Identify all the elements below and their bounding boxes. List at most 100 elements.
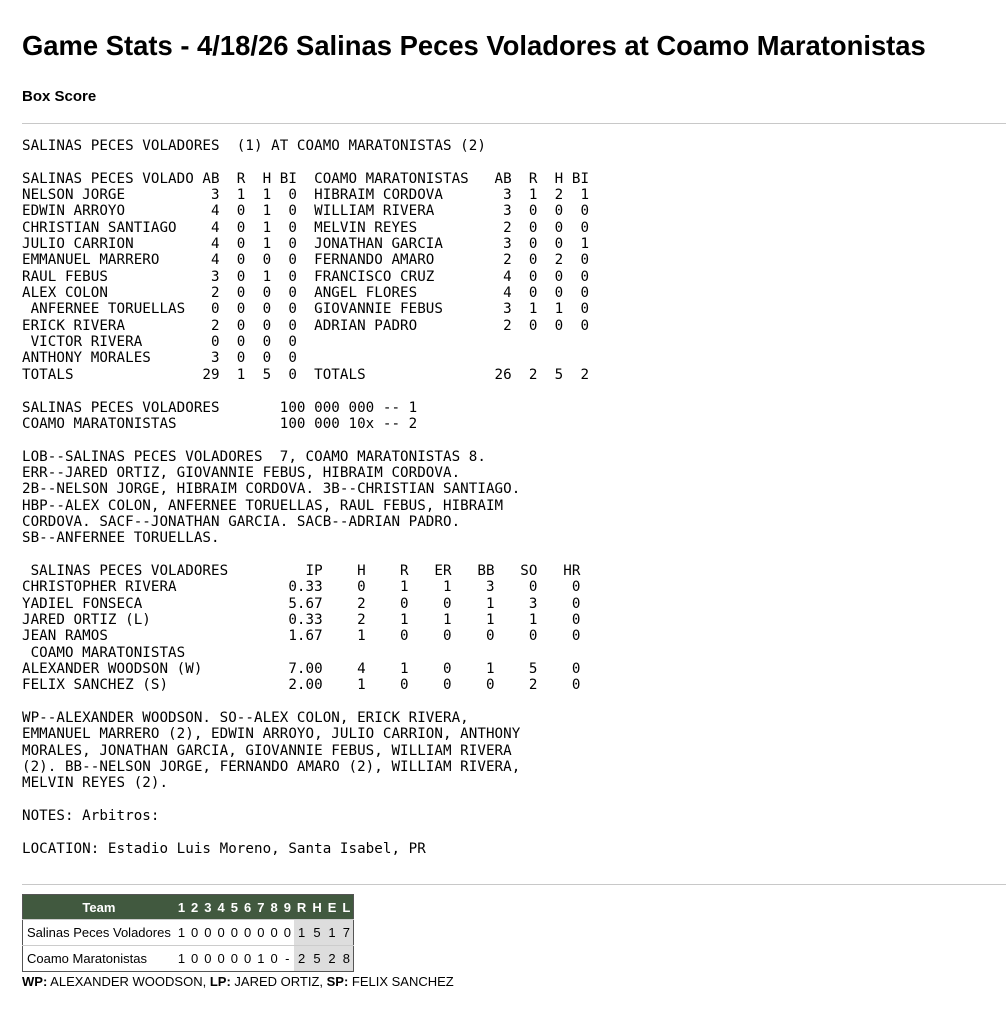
linescore-cell: 0 <box>227 945 241 972</box>
box-score-line: SALINAS PECES VOLADORES 100 000 000 -- 1 <box>22 399 418 416</box>
linescore-cell: 0 <box>254 919 268 946</box>
box-score-line: EMMANUEL MARRERO (2), EDWIN ARROYO, JULI… <box>22 726 521 743</box>
box-score-line: HBP--ALEX COLON, ANFERNEE TORUELLAS, RAU… <box>22 497 504 514</box>
column-header-h: H <box>309 894 325 920</box>
linescore-cell: 2 <box>293 945 310 972</box>
save-pitcher: FELIX SANCHEZ <box>348 974 454 989</box>
box-score-line: JARED ORTIZ (L) 0.33 2 1 1 1 1 0 <box>22 611 581 628</box>
box-score-line <box>22 547 589 563</box>
linescore-cell: 1 <box>324 919 340 946</box>
box-score-line <box>22 154 589 170</box>
sp-label: SP: <box>326 974 349 989</box>
box-score-line: EDWIN ARROYO 4 0 1 0 WILLIAM RIVERA 3 0 … <box>22 203 590 220</box>
linescore-cell: 1 <box>174 919 189 946</box>
box-score-line: LOCATION: Estadio Luis Moreno, Santa Isa… <box>22 840 426 857</box>
linescore-cell: 0 <box>188 945 202 972</box>
box-score-line: JEAN RAMOS 1.67 1 0 0 0 0 0 <box>22 628 581 645</box>
column-header-e: E <box>324 894 340 920</box>
box-score-text: SALINAS PECES VOLADORES (1) AT COAMO MAR… <box>22 138 589 857</box>
box-score-line: (2). BB--NELSON JORGE, FERNANDO AMARO (2… <box>22 759 521 776</box>
divider <box>22 123 1006 124</box>
box-score-line: ERR--JARED ORTIZ, GIOVANNIE FEBUS, HIBRA… <box>22 464 461 481</box>
linescore-cell: 0 <box>267 919 281 946</box>
box-score-line: SB--ANFERNEE TORUELLAS. <box>22 530 220 547</box>
box-score-line <box>22 432 589 448</box>
linescore-cell: 0 <box>188 919 202 946</box>
linescore-cell: 1 <box>254 945 268 972</box>
box-score-line: ALEX COLON 2 0 0 0 ANGEL FLORES 4 0 0 0 <box>22 285 590 302</box>
box-score-line: COAMO MARATONISTAS 100 000 10x -- 2 <box>22 415 418 432</box>
box-score-line: ANTHONY MORALES 3 0 0 0 <box>22 350 297 367</box>
linescore-cell: 1 <box>174 945 189 972</box>
box-score-line: EMMANUEL MARRERO 4 0 0 0 FERNANDO AMARO … <box>22 252 590 269</box>
linescore-cell: 1 <box>293 919 310 946</box>
team-name: Coamo Maratonistas <box>22 945 175 972</box>
column-header-6: 6 <box>240 894 255 920</box>
linescore-cell: 5 <box>309 945 325 972</box>
linescore-cell: 8 <box>339 945 354 972</box>
column-header-r: R <box>293 894 310 920</box>
column-header-team: Team <box>22 894 175 920</box>
column-header-8: 8 <box>267 894 281 920</box>
column-header-9: 9 <box>280 894 294 920</box>
box-score-line: ALEXANDER WOODSON (W) 7.00 4 1 0 1 5 0 <box>22 661 581 677</box>
box-score-line: LOB--SALINAS PECES VOLADORES 7, COAMO MA… <box>22 448 486 465</box>
page-title: Game Stats - 4/18/26 Salinas Peces Volad… <box>22 30 926 61</box>
column-header-5: 5 <box>227 894 241 920</box>
box-score-line: NOTES: Arbitros: <box>22 808 160 825</box>
box-score-line: TOTALS 29 1 5 0 TOTALS 26 2 5 2 <box>22 366 590 383</box>
linescore-header-row: Team 1 2 3 4 5 6 7 8 9 R H E L <box>22 894 354 920</box>
pitcher-decisions: WP: ALEXANDER WOODSON, LP: JARED ORTIZ, … <box>22 974 454 989</box>
column-header-3: 3 <box>201 894 215 920</box>
linescore-cell: 0 <box>267 945 281 972</box>
box-score-line <box>22 824 589 840</box>
linescore-cell: 0 <box>240 945 255 972</box>
divider <box>22 884 1006 885</box>
linescore-cell: 2 <box>324 945 340 972</box>
box-score-line: SALINAS PECES VOLADO AB R H BI COAMO MAR… <box>22 170 590 187</box>
box-score-line: MORALES, JONATHAN GARCIA, GIOVANNIE FEBU… <box>22 742 512 759</box>
column-header-4: 4 <box>214 894 228 920</box>
linescore-cell: 0 <box>227 919 241 946</box>
team-name: Salinas Peces Voladores <box>22 919 175 946</box>
box-score-line: ERICK RIVERA 2 0 0 0 ADRIAN PADRO 2 0 0 … <box>22 317 590 334</box>
linescore-cell: - <box>280 945 294 972</box>
linescore-cell: 0 <box>214 919 228 946</box>
linescore-cell: 0 <box>201 945 215 972</box>
linescore-table: Team 1 2 3 4 5 6 7 8 9 R H E L Salinas Peces Voladore… <box>22 894 355 972</box>
section-title: Box Score <box>22 88 97 105</box>
linescore-cell: 5 <box>309 919 325 946</box>
linescore-cell: 0 <box>280 919 294 946</box>
column-header-l: L <box>339 894 354 920</box>
column-header-2: 2 <box>188 894 202 920</box>
linescore-row: Coamo Maratonistas 1 0 0 0 0 0 1 0-2 5 2 8 <box>22 945 354 972</box>
box-score-line <box>22 792 589 808</box>
box-score-line: NELSON JORGE 3 1 1 0 HIBRAIM CORDOVA 3 1… <box>22 187 590 204</box>
column-header-7: 7 <box>254 894 268 920</box>
wp-label: WP: <box>22 974 48 989</box>
box-score-line: VICTOR RIVERA 0 0 0 0 <box>22 334 297 351</box>
box-score-line: COAMO MARATONISTAS <box>22 644 186 661</box>
box-score-line: WP--ALEXANDER WOODSON. SO--ALEX COLON, E… <box>22 710 469 727</box>
box-score-line: 2B--NELSON JORGE, HIBRAIM CORDOVA. 3B--C… <box>22 481 521 498</box>
box-score-line: JULIO CARRION 4 0 1 0 JONATHAN GARCIA 3 … <box>22 236 590 253</box>
box-score-line <box>22 383 589 399</box>
linescore-cell: 0 <box>240 919 255 946</box>
lp-label: LP: <box>209 974 231 989</box>
box-score-line: CHRISTOPHER RIVERA 0.33 0 1 1 3 0 0 <box>22 579 581 596</box>
box-score-line: RAUL FEBUS 3 0 1 0 FRANCISCO CRUZ 4 0 0 … <box>22 268 590 285</box>
box-score-line: SALINAS PECES VOLADORES (1) AT COAMO MAR… <box>22 138 486 154</box>
box-score-line: YADIEL FONSECA 5.67 2 0 0 1 3 0 <box>22 595 581 612</box>
winning-pitcher: ALEXANDER WOODSON, <box>47 974 210 989</box>
column-header-1: 1 <box>174 894 189 920</box>
box-score-line: FELIX SANCHEZ (S) 2.00 1 0 0 0 2 0 <box>22 677 581 694</box>
box-score-line: SALINAS PECES VOLADORES IP H R ER BB SO … <box>22 562 581 579</box>
linescore-row: Salinas Peces Voladores 1 0 0 0 0 0 0 0 0 1 5 1 7 <box>22 919 354 946</box>
linescore-cell: 7 <box>339 919 354 946</box>
box-score-line: CORDOVA. SACF--JONATHAN GARCIA. SACB--AD… <box>22 513 461 530</box>
losing-pitcher: JARED ORTIZ, <box>230 974 327 989</box>
box-score-line: ANFERNEE TORUELLAS 0 0 0 0 GIOVANNIE FEB… <box>22 301 590 318</box>
box-score-line: MELVIN REYES (2). <box>22 775 169 792</box>
box-score-line: CHRISTIAN SANTIAGO 4 0 1 0 MELVIN REYES … <box>22 219 590 236</box>
linescore-cell: 0 <box>201 919 215 946</box>
